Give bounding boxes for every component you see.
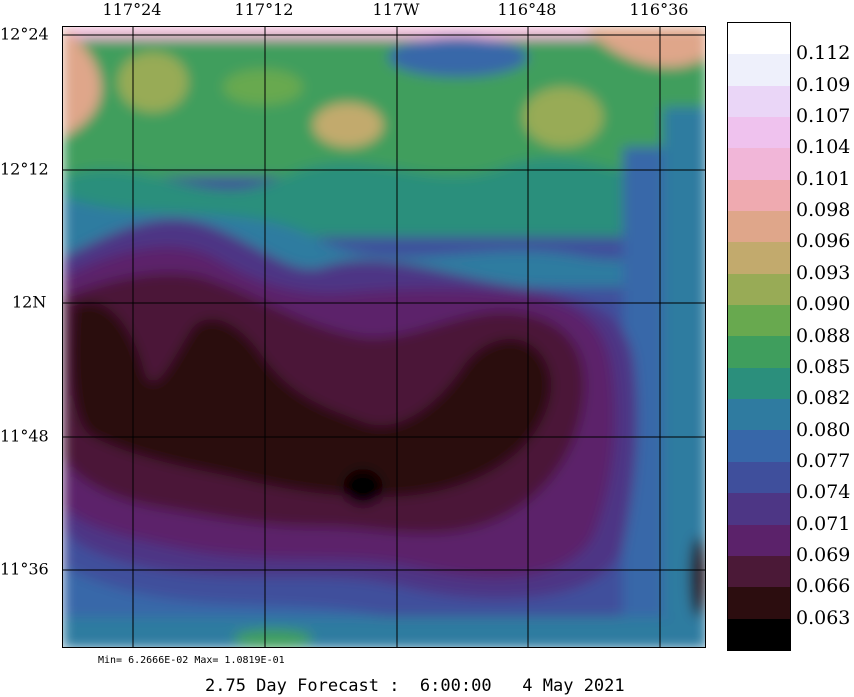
colorbar-label: 0.066 bbox=[796, 575, 851, 598]
colorbar-label: 0.077 bbox=[796, 449, 851, 472]
colorbar-label: 0.069 bbox=[796, 543, 851, 566]
colorbar-segment bbox=[728, 148, 790, 180]
colorbar-label: 0.093 bbox=[796, 261, 851, 284]
colorbar-label: 0.101 bbox=[796, 167, 851, 190]
colorbar-segment bbox=[728, 211, 790, 243]
colorbar-segment bbox=[728, 305, 790, 337]
forecast-caption: 2.75 Day Forecast : 6:00:00 4 May 2021 bbox=[205, 676, 625, 696]
colorbar-segment bbox=[728, 23, 790, 55]
lon-label-3: 117W bbox=[372, 0, 420, 19]
colorbar-segment bbox=[728, 273, 790, 306]
colorbar-label: 0.063 bbox=[796, 606, 851, 629]
colorbar-label: 0.071 bbox=[796, 512, 851, 535]
colorbar-segment bbox=[728, 336, 790, 368]
colorbar-label: 0.090 bbox=[796, 293, 851, 316]
colorbar-label: 0.107 bbox=[796, 105, 851, 128]
colorbar-label: 0.074 bbox=[796, 481, 851, 504]
colorbar-segment bbox=[728, 461, 790, 494]
lon-label-2: 117°12 bbox=[234, 0, 294, 19]
lat-label-2: 12°12 bbox=[0, 159, 49, 179]
colorbar-label: 0.109 bbox=[796, 73, 851, 96]
lon-label-1: 117°24 bbox=[102, 0, 162, 19]
colorbar-segment bbox=[728, 587, 790, 619]
map-plot-area bbox=[62, 26, 706, 648]
colorbar-segment bbox=[728, 524, 790, 556]
colorbar-label: 0.088 bbox=[796, 324, 851, 347]
lat-label-3: 12N bbox=[12, 292, 47, 312]
colorbar-segment bbox=[728, 85, 790, 118]
colorbar-segment bbox=[728, 430, 790, 462]
colorbar-label: 0.082 bbox=[796, 387, 851, 410]
colorbar-segment bbox=[728, 367, 790, 400]
lat-label-4: 11°48 bbox=[0, 426, 49, 446]
lat-label-5: 11°36 bbox=[0, 559, 49, 579]
lon-label-4: 116°48 bbox=[497, 0, 557, 19]
lat-label-1: 12°24 bbox=[0, 24, 49, 44]
colorbar-segment bbox=[728, 54, 790, 86]
contour-field bbox=[63, 27, 705, 647]
colorbar-label: 0.096 bbox=[796, 230, 851, 253]
colorbar bbox=[727, 22, 791, 651]
min-max-stats: Min= 6.2666E-02 Max= 1.0819E-01 bbox=[98, 655, 285, 666]
colorbar-label: 0.112 bbox=[796, 42, 851, 65]
colorbar-label: 0.104 bbox=[796, 136, 851, 159]
colorbar-segment bbox=[728, 618, 790, 650]
colorbar-segment bbox=[728, 555, 790, 588]
colorbar-segment bbox=[728, 117, 790, 149]
colorbar-label: 0.080 bbox=[796, 418, 851, 441]
colorbar-segment bbox=[728, 399, 790, 431]
colorbar-label: 0.085 bbox=[796, 355, 851, 378]
colorbar-segment bbox=[728, 242, 790, 274]
colorbar-segment bbox=[728, 493, 790, 525]
lon-label-5: 116°36 bbox=[629, 0, 689, 19]
colorbar-segment bbox=[728, 179, 790, 212]
colorbar-label: 0.098 bbox=[796, 199, 851, 222]
